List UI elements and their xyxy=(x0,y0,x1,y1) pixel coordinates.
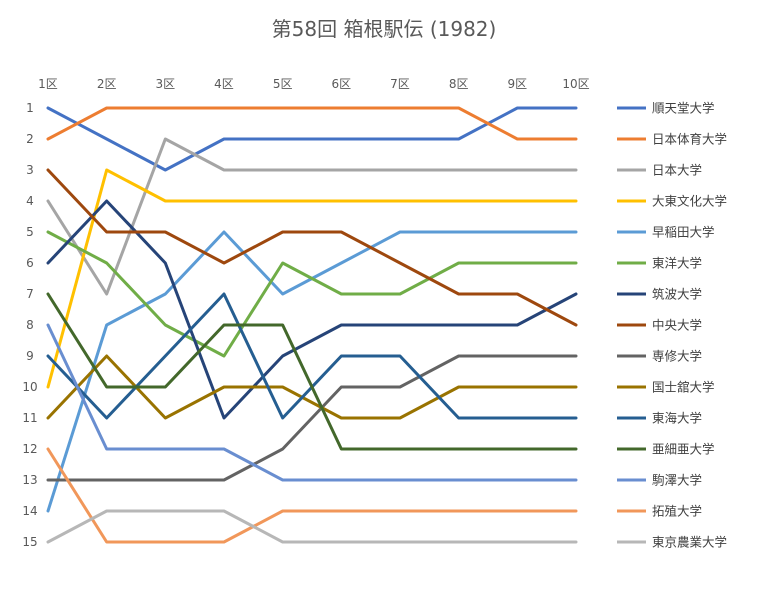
y-tick-label: 10 xyxy=(22,380,37,394)
x-tick-label: 9区 xyxy=(508,77,528,91)
x-tick-label: 7区 xyxy=(390,77,410,91)
y-tick-label: 5 xyxy=(26,225,34,239)
y-tick-label: 6 xyxy=(26,256,34,270)
series-line-8 xyxy=(46,354,578,482)
y-tick-label: 4 xyxy=(26,194,34,208)
series-line-4 xyxy=(46,230,578,513)
series-line-11 xyxy=(46,292,578,451)
x-tick-label: 4区 xyxy=(214,77,234,91)
x-axis-ticks: 1区 2区 3区 4区 5区 6区 7区 8区 9区 10区 xyxy=(38,77,589,91)
series-line-0 xyxy=(46,106,578,172)
y-tick-label: 12 xyxy=(22,442,37,456)
series-line-12 xyxy=(46,323,578,482)
x-tick-label: 3区 xyxy=(156,77,176,91)
series-line-1 xyxy=(46,106,578,141)
legend: 順天堂大学日本体育大学日本大学大東文化大学早稲田大学東洋大学筑波大学中央大学専修… xyxy=(617,101,727,550)
series-line-7 xyxy=(46,168,578,327)
x-tick-label: 2区 xyxy=(97,77,117,91)
y-tick-label: 11 xyxy=(22,411,37,425)
legend-label: 東京農業大学 xyxy=(652,535,727,550)
legend-label: 駒澤大学 xyxy=(652,473,702,488)
series-line-14 xyxy=(46,509,578,544)
y-tick-label: 7 xyxy=(26,287,34,301)
series-line-5 xyxy=(46,230,578,358)
y-tick-label: 15 xyxy=(22,535,37,549)
legend-label: 日本大学 xyxy=(652,163,702,178)
x-tick-label: 10区 xyxy=(562,77,589,91)
legend-label: 中央大学 xyxy=(652,318,702,333)
chart-title: 第58回 箱根駅伝 (1982) xyxy=(272,17,497,41)
legend-label: 亜細亜大学 xyxy=(652,442,715,457)
y-tick-label: 8 xyxy=(26,318,34,332)
legend-label: 専修大学 xyxy=(652,349,702,364)
series-line-2 xyxy=(46,137,578,296)
y-tick-label: 9 xyxy=(26,349,34,363)
y-tick-label: 2 xyxy=(26,132,34,146)
y-tick-label: 1 xyxy=(26,101,34,115)
y-tick-label: 3 xyxy=(26,163,34,177)
y-tick-label: 13 xyxy=(22,473,37,487)
series-line-3 xyxy=(46,168,578,389)
legend-label: 日本体育大学 xyxy=(652,132,727,147)
legend-label: 大東文化大学 xyxy=(652,194,727,209)
x-tick-label: 1区 xyxy=(38,77,58,91)
legend-label: 早稲田大学 xyxy=(652,225,715,240)
legend-label: 国士舘大学 xyxy=(652,380,715,395)
series-lines xyxy=(46,106,578,544)
legend-label: 東洋大学 xyxy=(652,256,702,271)
legend-label: 東海大学 xyxy=(652,411,702,426)
legend-label: 順天堂大学 xyxy=(652,101,715,116)
x-tick-label: 5区 xyxy=(273,77,293,91)
series-line-13 xyxy=(46,447,578,544)
x-tick-label: 8区 xyxy=(449,77,469,91)
y-tick-label: 14 xyxy=(22,504,37,518)
legend-label: 筑波大学 xyxy=(652,287,702,302)
x-tick-label: 6区 xyxy=(332,77,352,91)
legend-label: 拓殖大学 xyxy=(652,504,702,519)
